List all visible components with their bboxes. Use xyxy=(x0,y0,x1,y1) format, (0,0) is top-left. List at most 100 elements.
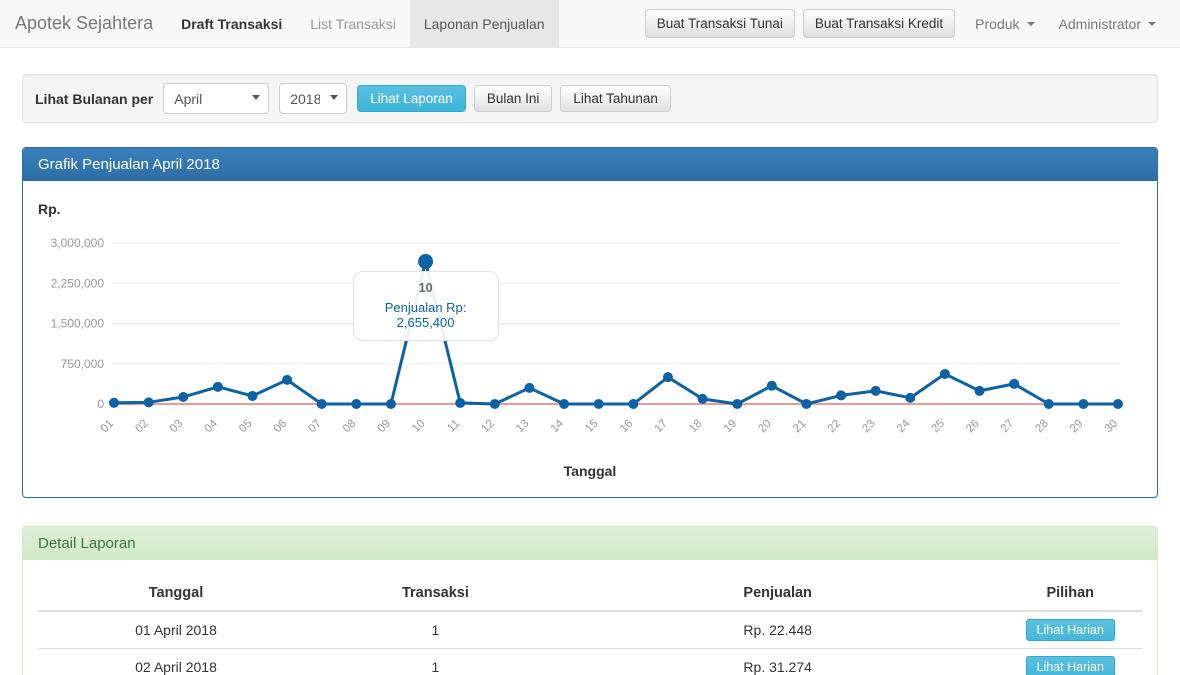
data-point-29[interactable] xyxy=(1078,399,1089,409)
x-tick-label: 27 xyxy=(999,418,1017,436)
filter-label: Lihat Bulanan per xyxy=(35,90,154,107)
filter-bar: Lihat Bulanan per April 2018 Lihat Lapor… xyxy=(22,74,1158,123)
x-tick-label: 30 xyxy=(1103,418,1121,436)
chart-panel: Grafik Penjualan April 2018 Rp. 3,000,00… xyxy=(22,147,1158,498)
lihat-harian-button[interactable]: Lihat Harian xyxy=(1025,619,1115,641)
data-point-19[interactable] xyxy=(732,399,743,409)
data-point-28[interactable] xyxy=(1043,399,1054,409)
data-point-21[interactable] xyxy=(801,399,812,409)
top-navbar: Apotek Sejahtera Draft Transaksi List Tra… xyxy=(0,0,1180,48)
data-point-09[interactable] xyxy=(385,399,396,409)
x-tick-label: 17 xyxy=(653,418,671,436)
month-select[interactable]: April xyxy=(163,83,270,114)
sales-chart-svg: 3,000,000 2,250,000 1,500,000 750,000 0 01 02 0… xyxy=(51,236,1123,436)
data-point-04[interactable] xyxy=(212,381,223,392)
filter-button-lihat-laporan[interactable]: Lihat Laporan xyxy=(357,85,466,112)
x-tick-label: 24 xyxy=(895,417,913,435)
data-point-30[interactable] xyxy=(1113,399,1123,409)
y-axis-title: Rp. xyxy=(38,201,61,217)
nav-item-laponan-penjualan[interactable]: Laponan Penjualan xyxy=(409,0,559,47)
column-header-pilihan: Pilihan xyxy=(998,576,1142,612)
data-point-17[interactable] xyxy=(662,372,673,383)
data-point-18[interactable] xyxy=(697,393,708,404)
cell-pilihan: Lihat Harian xyxy=(998,648,1142,675)
cell-penjualan: Rp. 31.274 xyxy=(556,648,999,675)
x-tick-label: 04 xyxy=(202,417,220,435)
data-point-07[interactable] xyxy=(316,399,327,409)
brand-link[interactable]: Apotek Sejahtera xyxy=(15,13,154,33)
data-point-20[interactable] xyxy=(766,380,777,391)
sales-line-chart[interactable]: 3,000,000 2,250,000 1,500,000 750,000 0 01 02 0… xyxy=(38,219,1142,451)
data-point-16[interactable] xyxy=(628,399,639,409)
x-tick-label: 18 xyxy=(687,418,705,436)
navbar-button-buat-transaksi-kredit[interactable]: Buat Transaksi Kredit xyxy=(802,9,956,38)
x-tick-label: 28 xyxy=(1033,418,1051,436)
data-point-15[interactable] xyxy=(593,399,604,409)
x-tick-label: 06 xyxy=(272,418,290,436)
x-tick-label: 10 xyxy=(410,418,428,436)
year-select[interactable]: 2018 xyxy=(279,83,348,114)
cell-penjualan: Rp. 22.448 xyxy=(556,610,999,649)
month-select-wrap: April xyxy=(163,83,270,114)
data-point-24[interactable] xyxy=(905,392,916,403)
cell-pilihan: Lihat Harian xyxy=(998,610,1142,649)
cell-transaksi: 1 xyxy=(314,648,557,675)
lihat-harian-button[interactable]: Lihat Harian xyxy=(1025,656,1115,675)
x-tick-label: 08 xyxy=(341,418,359,436)
x-tick-label: 26 xyxy=(964,418,982,436)
x-tick-label: 16 xyxy=(618,418,636,436)
nav-item-list-transaksi[interactable]: List Transaksi xyxy=(310,15,396,32)
x-tick-label: 20 xyxy=(756,418,774,436)
x-axis-title: Tanggal xyxy=(563,463,617,479)
dropdown-administrator[interactable]: Administrator xyxy=(1047,16,1168,32)
x-tick-label: 05 xyxy=(237,418,255,436)
data-point-01[interactable] xyxy=(109,397,119,408)
filter-button-bulan-ini[interactable]: Bulan Ini xyxy=(473,85,553,112)
x-tick-label: 03 xyxy=(168,418,186,436)
detail-table: Tanggal Transaksi Penjualan Pilihan 01 Apri… xyxy=(38,576,1142,675)
data-point-22[interactable] xyxy=(836,390,847,401)
data-point-25[interactable] xyxy=(939,368,950,379)
table-row: 01 April 2018 1 Rp. 22.448 Lihat Harian xyxy=(38,610,1142,649)
column-header-penjualan: Penjualan xyxy=(556,576,999,612)
data-point-14[interactable] xyxy=(559,399,570,409)
navbar-button-buat-transaksi-tunai[interactable]: Buat Transaksi Tunai xyxy=(644,9,795,38)
x-tick-label: 11 xyxy=(445,418,462,435)
x-tick-label: 25 xyxy=(929,418,947,436)
detail-panel: Detail Laporan Tanggal Transaksi Penjualan… xyxy=(22,526,1158,675)
tooltip-value-label: Penjualan Rp: 2,655,400 xyxy=(384,300,467,330)
data-point-13[interactable] xyxy=(524,382,535,393)
cell-transaksi: 1 xyxy=(314,610,557,649)
y-tick-label: 750,000 xyxy=(61,357,105,371)
data-point-23[interactable] xyxy=(870,385,881,396)
data-point-06[interactable] xyxy=(282,374,293,385)
table-row: 02 April 2018 1 Rp. 31.274 Lihat Harian xyxy=(38,648,1142,675)
navbar-right: Buat Transaksi Tunai Buat Transaksi Kredi… xyxy=(644,0,1168,47)
chart-panel-body: Rp. 3,000,000 2,250,000 1,500,000 750,000 0 0… xyxy=(23,181,1157,497)
x-tick-label: 01 xyxy=(99,418,117,436)
nav-item-draft-transaksi[interactable]: Draft Transaksi xyxy=(181,15,283,32)
data-point-27[interactable] xyxy=(1009,378,1020,389)
data-point-02[interactable] xyxy=(143,397,154,408)
x-tick-label: 02 xyxy=(133,418,151,436)
data-point-11[interactable] xyxy=(455,397,466,408)
detail-panel-title: Detail Laporan xyxy=(23,527,1157,560)
y-tick-label: 1,500,000 xyxy=(51,317,105,331)
detail-panel-body: Tanggal Transaksi Penjualan Pilihan 01 Apri… xyxy=(23,560,1157,675)
data-point-08[interactable] xyxy=(351,399,362,409)
chart-tooltip: 10 Penjualan Rp: 2,655,400 xyxy=(352,271,499,341)
x-tick-label: 07 xyxy=(306,418,324,436)
data-point-03[interactable] xyxy=(178,392,189,403)
data-point-12[interactable] xyxy=(489,399,500,409)
x-tick-label: 13 xyxy=(514,418,532,436)
x-tick-label: 14 xyxy=(549,417,567,435)
data-point-05[interactable] xyxy=(247,390,258,401)
data-point-26[interactable] xyxy=(974,385,985,396)
cell-tanggal: 01 April 2018 xyxy=(38,610,314,649)
x-tick-label: 09 xyxy=(376,418,394,436)
filter-button-lihat-tahunan[interactable]: Lihat Tahunan xyxy=(560,85,671,112)
chevron-down-icon xyxy=(1148,21,1156,26)
data-point-10[interactable] xyxy=(418,253,434,269)
chevron-down-icon xyxy=(1026,21,1035,26)
dropdown-produk[interactable]: Produk xyxy=(963,16,1046,32)
